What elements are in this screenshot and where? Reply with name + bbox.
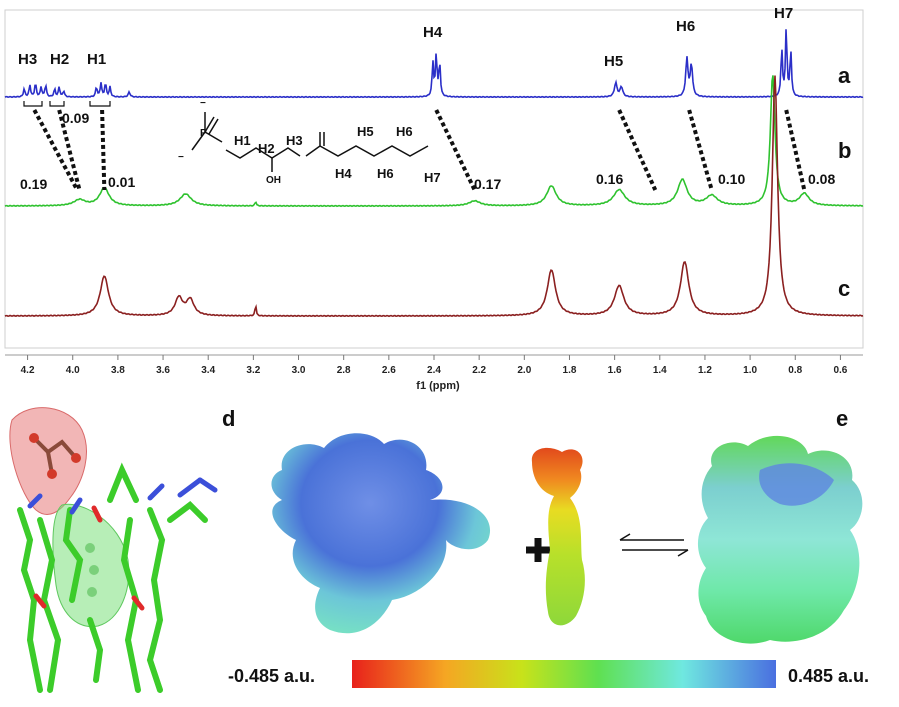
x-tick-label: 2.6 [382, 365, 396, 376]
mol-label-h6-upper: H6 [396, 124, 413, 139]
host-surface-illustration [271, 433, 491, 634]
x-tick-label: 0.6 [833, 365, 847, 376]
docking-model-illustration [9, 407, 218, 693]
x-tick-label: 1.0 [743, 365, 757, 376]
shift-line [784, 109, 807, 191]
shift-line [434, 109, 477, 191]
mol-label-h6-lower: H6 [377, 166, 394, 181]
panel-label-e: e [836, 406, 848, 431]
complex-surface-illustration [697, 435, 863, 644]
spectrum-frame [4, 9, 864, 349]
trace-c [4, 75, 864, 318]
shift-value-h4: 0.17 [474, 176, 501, 192]
peak-label-h4: H4 [423, 24, 443, 41]
x-tick-label: 1.6 [608, 365, 622, 376]
shift-line [687, 109, 714, 191]
molecule-structure: P − − H1 H2 H3 H4 H5 H6 H6 H7 OH [178, 98, 441, 186]
x-tick-label: 3.0 [292, 365, 306, 376]
charge-minus-1: − [200, 98, 206, 109]
peak-label-h6: H6 [676, 18, 695, 35]
colorbar-max-label: 0.485 a.u. [788, 666, 869, 686]
peak-label-h3: H3 [18, 51, 37, 68]
mol-label-h2: H2 [258, 141, 275, 156]
plus-sign [526, 538, 550, 562]
ligand-surface-illustration [531, 447, 585, 626]
trace-b [4, 75, 864, 208]
x-tick-label: 3.6 [156, 365, 170, 376]
shift-line [32, 109, 80, 191]
peak-label-h1: H1 [87, 51, 106, 68]
equilibrium-arrows-icon [619, 533, 689, 557]
x-tick-label: 3.4 [201, 365, 215, 376]
x-tick-label: 4.0 [66, 365, 80, 376]
shift-line [100, 109, 107, 191]
x-tick-label: 2.4 [427, 365, 441, 376]
panel-label-d: d [222, 406, 235, 431]
shift-value-h1: 0.01 [108, 174, 135, 190]
mol-label-h1: H1 [234, 133, 251, 148]
panel-label-c: c [838, 276, 850, 301]
x-tick-label: 3.8 [111, 365, 125, 376]
panel-label-a: a [838, 63, 851, 88]
x-tick-label: 1.2 [698, 365, 712, 376]
panel-label-b: b [838, 138, 851, 163]
x-axis-ticks: 4.2 4.0 3.8 3.6 3.4 3.2 3.0 2.8 2.6 2.4 2.2 2.0 1.8 1… [21, 355, 848, 376]
peak-label-h7: H7 [774, 5, 793, 22]
spectrum-traces [4, 29, 864, 318]
mol-label-h3: H3 [286, 133, 303, 148]
x-tick-label: 4.2 [21, 365, 35, 376]
x-tick-label: 2.2 [472, 365, 486, 376]
peak-label-h2: H2 [50, 51, 69, 68]
shift-value-h7: 0.08 [808, 171, 835, 187]
mol-label-h4: H4 [335, 166, 352, 181]
shift-line [617, 109, 658, 191]
colorbar [352, 660, 776, 688]
shift-value-h5: 0.16 [596, 171, 623, 187]
x-axis-title: f1 (ppm) [416, 380, 460, 392]
x-tick-label: 2.0 [517, 365, 531, 376]
mol-label-h5: H5 [357, 124, 374, 139]
multiplet-brackets [23, 101, 111, 107]
x-tick-label: 2.8 [337, 365, 351, 376]
shift-lines [32, 109, 807, 191]
charge-minus-2: − [178, 152, 184, 163]
phosphorus-label: P [200, 128, 207, 139]
peak-label-h5: H5 [604, 53, 623, 70]
shift-value-h3: 0.19 [20, 176, 47, 192]
mol-label-h7: H7 [424, 170, 441, 185]
x-tick-label: 1.8 [563, 365, 577, 376]
trace-a [4, 29, 864, 99]
x-tick-label: 1.4 [653, 365, 667, 376]
x-tick-label: 0.8 [788, 365, 802, 376]
x-tick-label: 3.2 [246, 365, 260, 376]
shift-value-h2: 0.09 [62, 110, 89, 126]
hydroxyl-label: OH [266, 175, 281, 186]
colorbar-min-label: -0.485 a.u. [228, 666, 315, 686]
shift-value-h6: 0.10 [718, 171, 745, 187]
